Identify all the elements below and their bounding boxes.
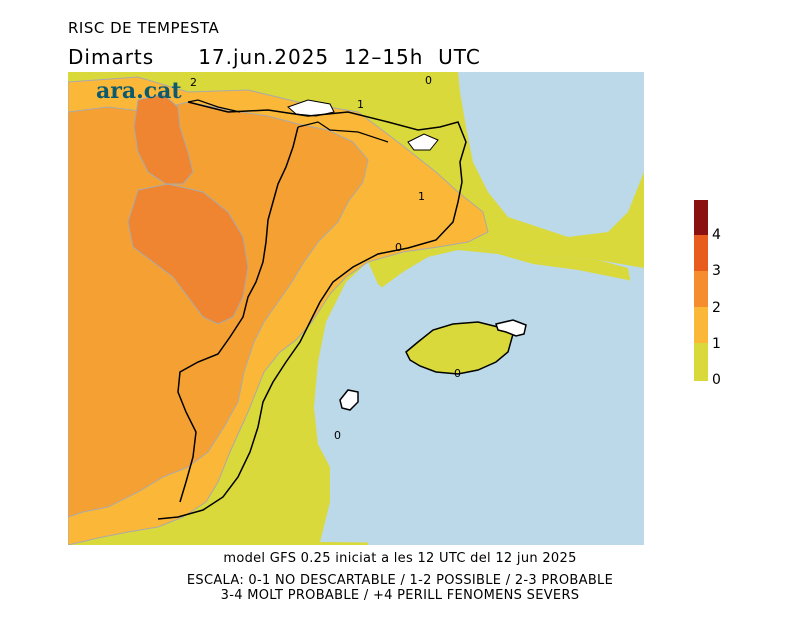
sea-gulf — [458, 72, 644, 237]
no-data-patch — [407, 133, 439, 151]
legend-swatch-4 — [694, 200, 708, 235]
scale-description-cont: 3-4 MOLT PROBABLE / +4 PERILL FENOMENS S… — [220, 588, 580, 603]
legend-label: 4 — [712, 227, 721, 243]
contour-label: 0 — [454, 367, 461, 380]
storm-risk-map: 2 1 0 1 0 0 0 ara.cat — [68, 72, 644, 545]
legend-label: 1 — [712, 336, 721, 352]
contour-label: 0 — [334, 429, 341, 442]
scale-description: ESCALA: 0-1 NO DESCARTABLE / 1-2 POSSIBL… — [186, 573, 614, 588]
risk-zone-3-4-central — [127, 183, 249, 325]
legend-label: 2 — [712, 300, 721, 316]
island-mallorca — [405, 321, 514, 375]
forecast-date-range: 17.jun.2025 12–15h UTC — [198, 45, 481, 69]
border-line — [177, 126, 299, 503]
contour-label: 0 — [425, 74, 432, 87]
island-ibiza — [339, 389, 359, 411]
contour-label: 1 — [418, 190, 425, 203]
border-line — [187, 99, 389, 143]
sea-inner — [314, 250, 644, 545]
map-title: RISC DE TEMPESTA — [68, 19, 220, 37]
ara-cat-logo: ara.cat — [96, 78, 182, 104]
island-menorca — [495, 319, 527, 337]
legend-swatch-1 — [694, 307, 708, 343]
legend-label: 3 — [712, 263, 721, 279]
legend-label: 0 — [712, 372, 721, 388]
legend-swatch-0 — [694, 343, 708, 381]
coastline — [157, 101, 467, 520]
model-info: model GFS 0.25 iniciat a les 12 UTC del … — [223, 551, 577, 566]
legend-swatch-2 — [694, 271, 708, 307]
legend-swatch-3 — [694, 235, 708, 271]
forecast-time: Dimarts 17.jun.2025 12–15h UTC — [68, 45, 481, 69]
risk-zone-3-4-north — [133, 93, 194, 185]
contour-label: 2 — [190, 76, 197, 89]
contour-label: 1 — [357, 98, 364, 111]
contour-label: 0 — [395, 241, 402, 254]
forecast-day: Dimarts — [68, 45, 155, 69]
